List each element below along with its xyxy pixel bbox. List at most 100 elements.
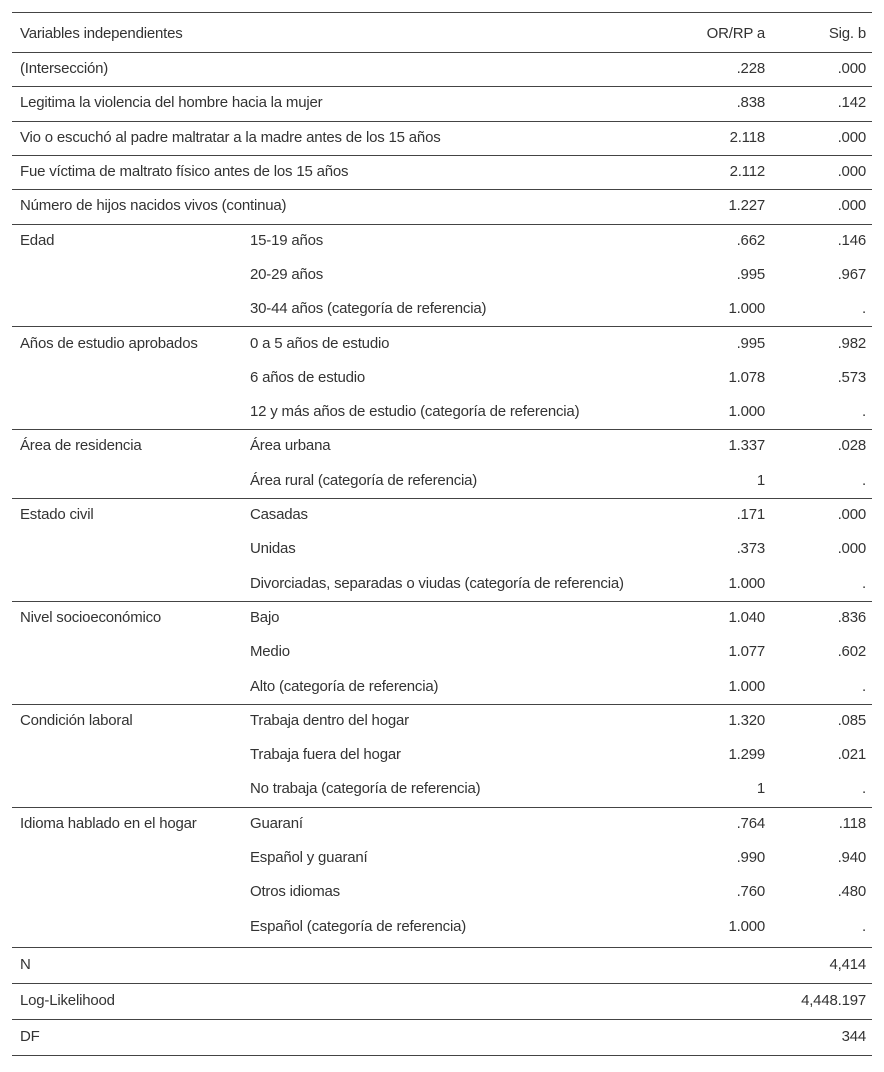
or-value: .760 (736, 883, 766, 901)
sig-value: . (862, 574, 866, 592)
footer-value: 4,448.197 (801, 991, 866, 1009)
category-label: 20-29 años (250, 265, 324, 283)
row-label: Legitima la violencia del hombre hacia l… (20, 94, 323, 112)
or-value: 1.040 (728, 608, 765, 626)
category-label: Español (categoría de referencia) (250, 917, 467, 935)
sig-value: .028 (837, 437, 867, 455)
group-label: Años de estudio aprobados (20, 334, 198, 352)
rule (12, 189, 872, 191)
sig-value: .000 (837, 197, 867, 215)
or-value: 1.320 (728, 711, 765, 729)
sig-value: .982 (837, 334, 867, 352)
row-label: Número de hijos nacidos vivos (continua) (20, 197, 287, 215)
row-label: Vio o escuchó al padre maltratar a la ma… (20, 128, 441, 146)
or-value: 1.227 (728, 197, 765, 215)
column-header: Sig. b (828, 25, 866, 42)
rule (12, 223, 872, 225)
rule (12, 326, 872, 328)
sig-value: .000 (837, 128, 867, 146)
rule (12, 154, 872, 156)
category-label: Divorciadas, separadas o viudas (categor… (250, 574, 624, 592)
group-label: Nivel socioeconómico (20, 608, 162, 626)
rule (12, 703, 872, 705)
column-header: OR/RP a (706, 25, 766, 42)
footer-value: 344 (841, 1027, 867, 1045)
footer-value: 4,414 (829, 955, 866, 973)
or-value: .662 (736, 231, 766, 249)
row-label: Fue víctima de maltrato físico antes de … (20, 163, 349, 181)
or-value: 1.000 (728, 300, 765, 318)
rule (12, 806, 872, 808)
sig-value: . (862, 300, 866, 318)
sig-value: .967 (837, 265, 867, 283)
or-value: .995 (736, 334, 766, 352)
group-label: Condición laboral (20, 711, 133, 729)
sig-value: .000 (837, 540, 867, 558)
sig-value: .940 (837, 849, 867, 867)
category-label: Español y guaraní (250, 849, 368, 867)
group-label: Edad (20, 231, 55, 249)
or-value: 1.000 (728, 917, 765, 935)
or-value: .373 (736, 540, 766, 558)
footer-label: DF (20, 1027, 40, 1045)
or-value: .990 (736, 849, 766, 867)
sig-value: . (862, 471, 866, 489)
category-label: Casadas (250, 506, 308, 524)
category-label: 0 a 5 años de estudio (250, 334, 390, 352)
sig-value: .602 (837, 643, 867, 661)
or-value: .171 (736, 506, 766, 524)
rule (12, 1054, 872, 1056)
category-label: Otros idiomas (250, 883, 340, 901)
category-label: Alto (categoría de referencia) (250, 677, 439, 695)
rule (12, 982, 872, 984)
or-value: 1.337 (728, 437, 765, 455)
category-label: Área urbana (250, 437, 331, 455)
rule (12, 86, 872, 88)
sig-value: .000 (837, 163, 867, 181)
category-label: Unidas (250, 540, 296, 558)
or-value: .764 (736, 814, 766, 832)
sig-value: .085 (837, 711, 867, 729)
or-value: 1 (756, 780, 765, 798)
sig-value: . (862, 403, 866, 421)
rule (12, 52, 872, 53)
group-label: Idioma hablado en el hogar (20, 814, 197, 832)
rule (12, 600, 872, 602)
or-value: .995 (736, 265, 766, 283)
sig-value: .000 (837, 506, 867, 524)
column-header: Variables independientes (20, 25, 183, 42)
rule (12, 12, 872, 13)
or-value: 1.000 (728, 403, 765, 421)
sig-value: .118 (838, 814, 866, 832)
or-value: .228 (736, 60, 766, 78)
category-label: 15-19 años (250, 231, 324, 249)
category-label: Trabaja dentro del hogar (250, 711, 409, 729)
or-value: 1.078 (728, 368, 765, 386)
sig-value: . (862, 780, 866, 798)
or-value: 1.299 (728, 746, 765, 764)
sig-value: . (862, 677, 866, 695)
category-label: 30-44 años (categoría de referencia) (250, 300, 487, 318)
or-value: .838 (736, 94, 766, 112)
or-value: 2.118 (729, 128, 766, 146)
or-value: 1.000 (728, 574, 765, 592)
footer-label: Log-Likelihood (20, 991, 115, 1009)
category-label: Área rural (categoría de referencia) (250, 471, 478, 489)
category-label: Guaraní (250, 814, 303, 832)
or-value: 1 (756, 471, 765, 489)
category-label: 12 y más años de estudio (categoría de r… (250, 403, 580, 421)
or-value: 1.077 (728, 643, 765, 661)
or-value: 2.112 (729, 163, 766, 181)
category-label: 6 años de estudio (250, 368, 366, 386)
category-label: Trabaja fuera del hogar (250, 746, 401, 764)
sig-value: .142 (837, 94, 867, 112)
category-label: Medio (250, 643, 290, 661)
sig-value: .146 (837, 231, 867, 249)
row-label: (Intersección) (20, 60, 109, 78)
category-label: Bajo (250, 608, 280, 626)
sig-value: .836 (837, 608, 867, 626)
group-label: Estado civil (20, 506, 94, 524)
sig-value: .021 (837, 746, 867, 764)
footer-label: N (20, 955, 31, 973)
rule (12, 497, 872, 499)
